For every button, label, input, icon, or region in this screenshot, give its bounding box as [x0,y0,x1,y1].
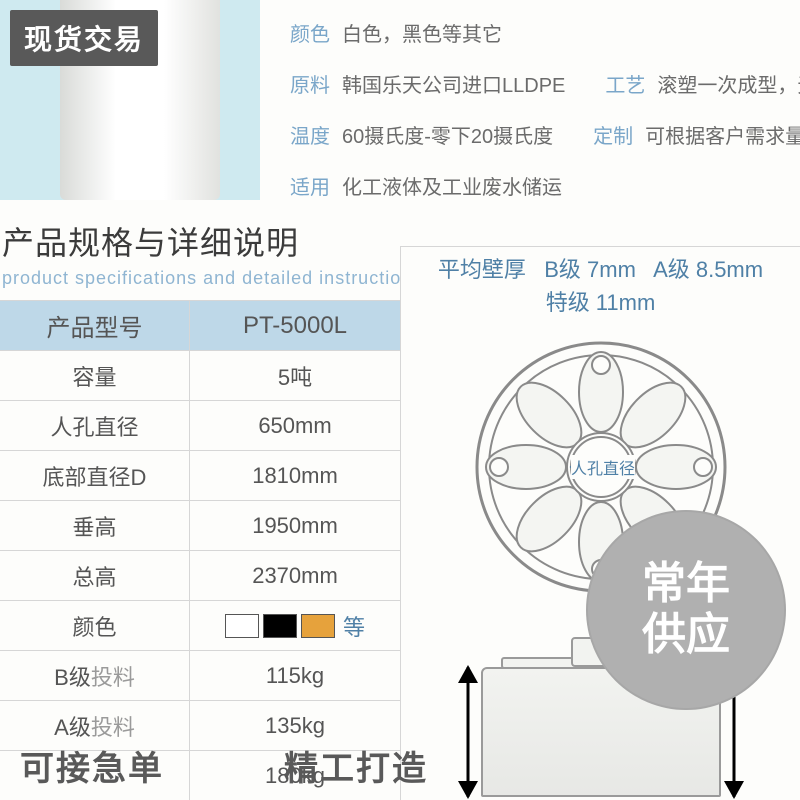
cell-right: 1810mm [190,451,400,500]
attribute-list: 颜色 白色，黑色等其它 原料 韩国乐天公司进口LLDPE 工艺 滚塑一次成型，无… [260,0,800,222]
spec-title: 产品规格与详细说明 product specifications and det… [0,210,400,293]
header-left: 产品型号 [0,301,190,350]
wall-label: 平均壁厚 [438,257,526,282]
cell-right: 1950mm [190,501,400,550]
attr-val: 滚塑一次成型，无缝无焊 [657,69,800,98]
cell-left-gray: 投料 [91,660,135,692]
cell-left: 总高 [0,551,190,600]
wall-b: B级 7mm [544,257,636,282]
attr-val: 化工液体及工业废水储运 [342,171,562,200]
header-right: PT-5000L [190,301,400,350]
cell-left: 颜色 [0,601,190,650]
attr-pair: 定制 可根据客户需求量身定制 [593,120,800,149]
table-row: 总高 2370mm [0,551,400,601]
circle-line1: 常年 [642,559,730,608]
cell-left: 人孔直径 [0,401,190,450]
attr-val: 韩国乐天公司进口LLDPE [342,69,565,98]
wall-line1: 平均壁厚 B级 7mm A级 8.5mm [401,253,800,286]
swatch-suffix: 等 [343,610,365,642]
cell-left: 垂高 [0,501,190,550]
cell-left: 底部直径D [0,451,190,500]
attr-row: 温度 60摄氏度-零下20摄氏度 定制 可根据客户需求量身定制 [290,120,780,149]
footer-right: 精工打造 [284,741,428,790]
cell-right: 650mm [190,401,400,450]
attr-row: 原料 韩国乐天公司进口LLDPE 工艺 滚塑一次成型，无缝无焊 [290,69,780,98]
table-row: 垂高 1950mm [0,501,400,551]
footer-left: 可接急单 [20,741,164,790]
table-row: 颜色 等 [0,601,400,651]
cell-left: 容量 [0,351,190,400]
attr-pair: 颜色 白色，黑色等其它 [290,18,502,47]
attr-row: 适用 化工液体及工业废水储运 [290,171,780,200]
swatch-orange [301,614,335,638]
table-row: B级 投料 115kg [0,651,400,701]
swatch-white [225,614,259,638]
attr-row: 颜色 白色，黑色等其它 [290,18,780,47]
attr-pair: 工艺 滚塑一次成型，无缝无焊 [605,69,800,98]
cell-left: B级 投料 [0,651,190,700]
attr-pair: 温度 60摄氏度-零下20摄氏度 [290,120,553,149]
diagram-panel: 平均壁厚 B级 7mm A级 8.5mm 特级 11mm [400,246,800,800]
color-swatches: 等 [225,610,365,642]
badge-stock-trade: 现货交易 [10,10,158,66]
badge-year-round-supply: 常年 供应 [586,510,786,710]
wall-thickness-text: 平均壁厚 B级 7mm A级 8.5mm 特级 11mm [401,247,800,319]
attr-val: 白色，黑色等其它 [342,18,502,47]
attr-key: 原料 [290,69,330,98]
attr-val: 可根据客户需求量身定制 [645,120,800,149]
table-row: 底部直径D 1810mm [0,451,400,501]
table-row: 人孔直径 650mm [0,401,400,451]
footer-slogans: 可接急单 精工打造 [0,730,800,800]
table-header-row: 产品型号 PT-5000L [0,301,400,351]
attr-key: 定制 [593,120,633,149]
cell-left-prefix: B级 [54,660,91,692]
attr-pair: 原料 韩国乐天公司进口LLDPE [290,69,565,98]
spec-table: 产品型号 PT-5000L 容量 5吨 人孔直径 650mm 底部直径D 181… [0,300,400,800]
circle-line2: 供应 [642,610,730,659]
wall-line2: 特级 11mm [401,286,800,319]
cell-right-swatches: 等 [190,601,400,650]
cell-right: 115kg [190,651,400,700]
swatch-black [263,614,297,638]
attr-key: 温度 [290,120,330,149]
manhole-diameter-label: 人孔直径 [571,455,635,479]
cell-right: 2370mm [190,551,400,600]
spec-title-cn: 产品规格与详细说明 [2,218,398,264]
attr-pair: 适用 化工液体及工业废水储运 [290,171,562,200]
table-row: 容量 5吨 [0,351,400,401]
cell-right: 5吨 [190,351,400,400]
wall-a: A级 8.5mm [653,257,763,282]
attr-key: 工艺 [605,69,645,98]
attr-key: 颜色 [290,18,330,47]
attr-val: 60摄氏度-零下20摄氏度 [342,120,553,149]
attr-key: 适用 [290,171,330,200]
spec-title-en: product specifications and detailed inst… [2,268,398,289]
